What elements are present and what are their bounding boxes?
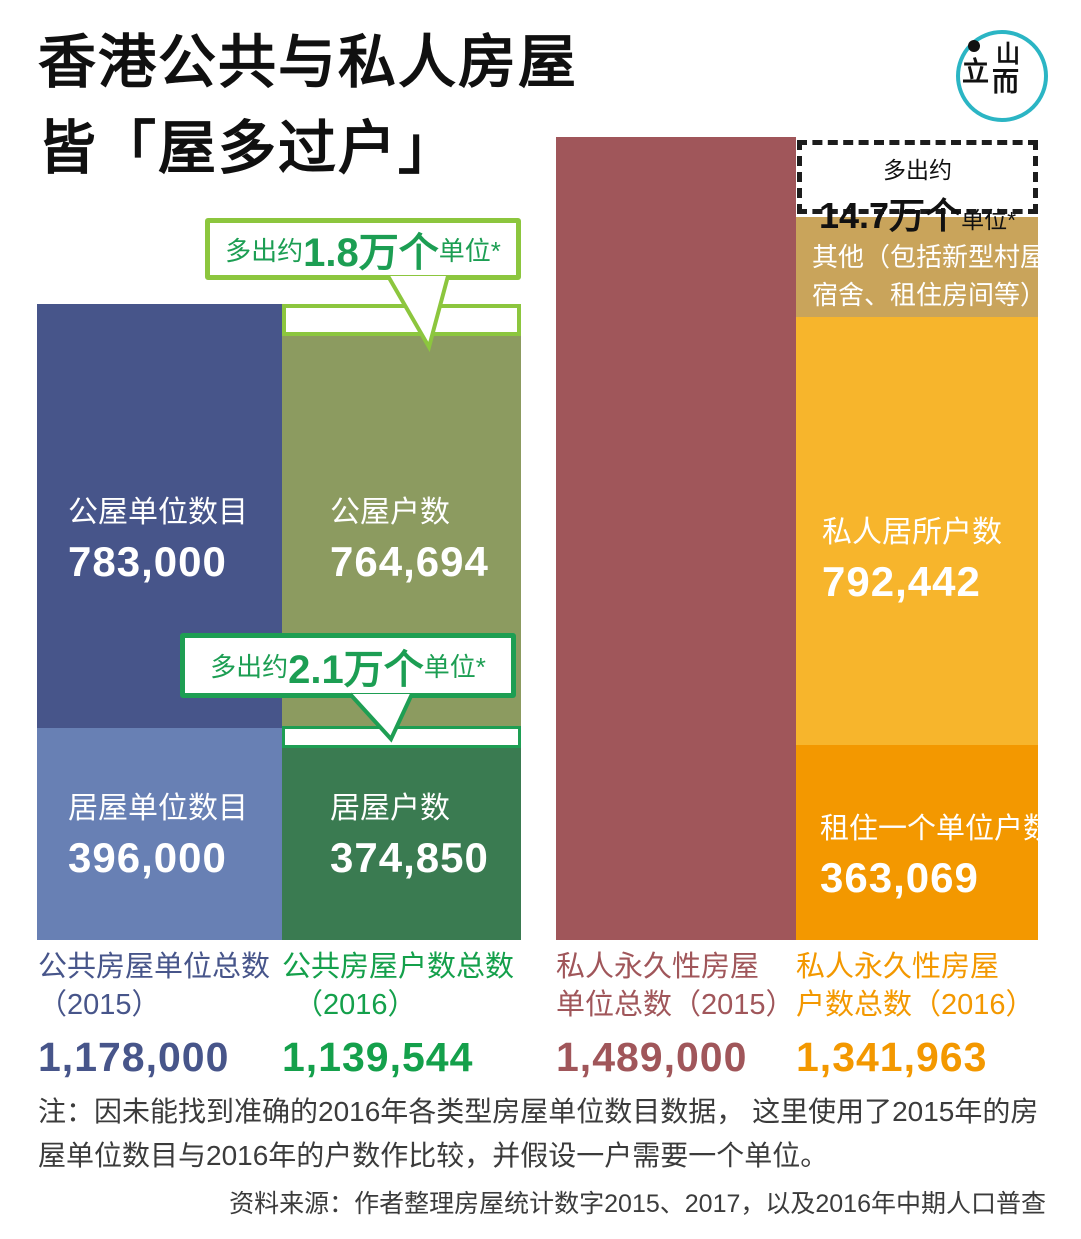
label-public-rental-units: 公屋单位数目 783,000 [68,496,248,585]
callout-public-rental-surplus: 多出约 1.8万个 单位* [205,218,521,280]
label-other-housing: 其他（包括新型村屋、 宿舍、租住房间等） [812,242,1073,310]
data-source: 资料来源：作者整理房屋统计数字2015、2017，以及2016年中期人口普查 [229,1190,1046,1218]
page-title-line2: 皆「屋多过户」 [38,116,459,181]
callout-private-prefix: 多出约 [883,157,952,183]
page-title-line1: 香港公共与私人房屋 [38,30,579,95]
label-hos-units: 居屋单位数目 396,000 [68,792,248,881]
surplus-gap-hos [282,726,521,748]
total-public-units: 公共房屋单位总数 （2015） 1,178,000 [38,951,271,1080]
label-rented-one-unit: 租住一个单位户数 363,069 [820,813,1053,901]
logo-circle-icon [956,30,1048,122]
label-private-households: 私人居所户数 792,442 [822,516,1002,605]
bar-private-households [796,317,1038,745]
label-hos-households: 居屋户数 374,850 [330,792,489,881]
logo-char-top-right: 山 [996,41,1020,68]
bar-hos-households [282,748,521,940]
callout-private-value: 14.7万个单位* [818,195,1017,236]
initium-media-logo: 立 山 而 [950,16,1048,124]
page-title: 香港公共与私人房屋 皆「屋多过户」 [38,20,578,192]
bar-private-units [556,137,796,940]
surplus-gap-public-rental [282,304,521,336]
callout-hos-surplus: 多出约 2.1万个 单位* [180,633,516,698]
logo-char-left: 立 [962,57,989,87]
bar-rented-one-unit-households [796,745,1038,940]
total-private-households: 私人永久性房屋 户数总数（2016） 1,341,963 [796,951,1035,1080]
total-public-households: 公共房屋户数总数 （2016） 1,139,544 [282,951,515,1080]
total-private-units: 私人永久性房屋 单位总数（2015） 1,489,000 [556,951,795,1080]
bar-other-housing [796,217,1038,317]
label-public-rental-households: 公屋户数 764,694 [330,496,489,585]
footnote: 注：因未能找到准确的2016年各类型房屋单位数目数据， 这里使用了2015年的房… [38,1096,1039,1171]
logo-char-bottom-right: 而 [992,67,1019,97]
callout-private-surplus: 多出约 14.7万个单位* [797,140,1038,236]
logo-dot-icon [968,40,980,52]
bar-hos-units [37,728,282,940]
